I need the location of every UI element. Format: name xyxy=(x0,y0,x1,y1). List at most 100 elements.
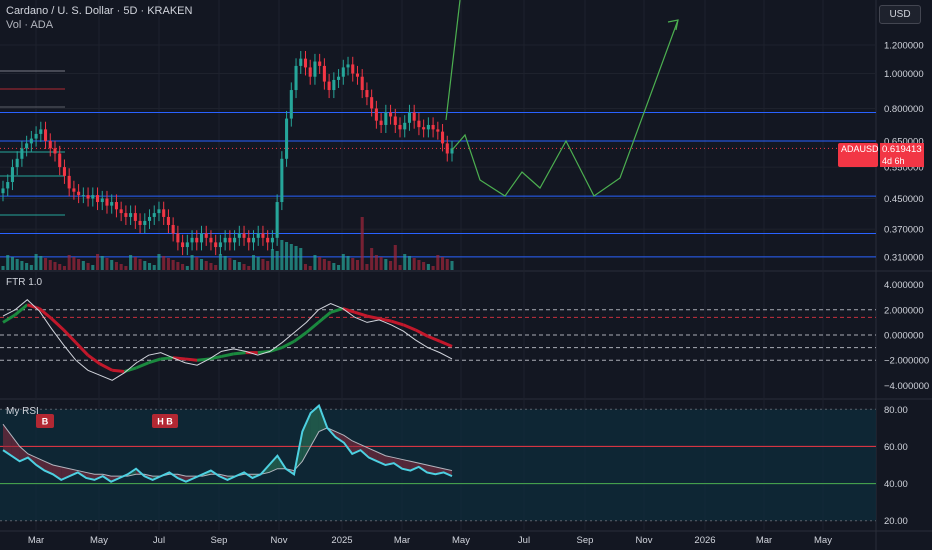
volume-bar xyxy=(119,264,123,270)
volume-bar xyxy=(417,260,421,270)
x-tick-label: Jul xyxy=(153,535,165,546)
volume-bar xyxy=(318,257,322,270)
volume-bar xyxy=(294,246,298,270)
candle-body xyxy=(39,129,43,134)
volume-bar xyxy=(251,255,256,270)
ftr-tick-label: −2.000000 xyxy=(884,356,929,367)
last-price: 0.619413 xyxy=(882,144,922,155)
y-tick-label: 0.450000 xyxy=(884,194,924,205)
volume-bar xyxy=(308,266,312,270)
rsi-fill xyxy=(11,435,20,462)
candle-body xyxy=(233,237,237,243)
candle-body xyxy=(209,237,213,243)
candle-body xyxy=(450,148,454,154)
candle-body xyxy=(185,242,189,248)
candle-body xyxy=(426,124,430,130)
ftr-trigger-segment xyxy=(148,357,162,365)
volume-bar xyxy=(422,262,426,270)
candle-body xyxy=(280,158,284,203)
volume-bar xyxy=(280,240,284,270)
volume-bar xyxy=(299,248,303,270)
candle-body xyxy=(10,167,14,183)
candle-body xyxy=(105,198,109,206)
ftr-trigger-segment xyxy=(233,351,246,356)
volume-bar xyxy=(29,265,33,270)
volume-bar xyxy=(233,260,237,270)
volume-bar xyxy=(86,263,90,270)
volume-bar xyxy=(389,261,393,270)
volume-bar xyxy=(114,262,118,270)
x-tick-label: 2025 xyxy=(331,535,352,546)
x-tick-label: Jul xyxy=(518,535,530,546)
ftr-trigger-segment xyxy=(74,341,90,357)
volume-bar xyxy=(1,266,5,270)
rsi-fill xyxy=(410,461,419,471)
candle-body xyxy=(29,138,33,144)
rsi-background xyxy=(0,408,876,522)
y-axis: 1.200000 1.000000 0.800000 0.650000 0.550000… xyxy=(884,41,929,528)
candle-body xyxy=(370,97,374,109)
candle-body xyxy=(119,209,123,214)
ftr-trigger-segment xyxy=(50,317,65,332)
ftr-trigger-segment xyxy=(160,356,174,361)
candle-body xyxy=(6,182,10,189)
rsi-lines xyxy=(2,403,453,483)
rsi-title: My RSI xyxy=(6,406,39,417)
volume-bar xyxy=(341,254,345,270)
x-tick-label: May xyxy=(90,535,108,546)
volume-bar xyxy=(157,254,161,270)
currency-selector[interactable]: USD xyxy=(879,5,921,24)
ftr-trigger-segment xyxy=(317,311,332,324)
signal-label: B xyxy=(42,417,49,427)
volume-bar xyxy=(384,259,388,270)
x-tick-label: May xyxy=(452,535,470,546)
candle-body xyxy=(285,118,289,159)
rsi-fill xyxy=(52,465,62,480)
symbol-tag xyxy=(838,143,878,167)
candle-body xyxy=(162,209,166,217)
candle-body xyxy=(166,216,170,225)
candle-body xyxy=(129,213,133,217)
volume-bar xyxy=(441,257,445,270)
candle-body xyxy=(86,195,90,199)
y-tick-label: 0.800000 xyxy=(884,104,924,115)
candle-body xyxy=(299,58,303,66)
ftr-trigger-segment xyxy=(354,310,368,318)
rsi-fill xyxy=(393,457,403,469)
candle-body xyxy=(199,233,204,243)
ftr-trigger-segment xyxy=(330,307,344,314)
ftr-trigger-segment xyxy=(112,368,125,374)
volume-bar xyxy=(275,251,279,270)
price-candles xyxy=(1,51,454,256)
volume-bar xyxy=(237,262,241,270)
rsi-ma-line xyxy=(2,423,453,477)
rsi-fill xyxy=(402,459,411,471)
candle-body xyxy=(412,112,416,121)
candle-body xyxy=(242,233,246,238)
volume-bar xyxy=(48,260,52,270)
projection-arrowhead xyxy=(667,19,679,31)
volume-bar xyxy=(445,259,449,270)
candle-body xyxy=(1,188,5,194)
x-tick-label: 2026 xyxy=(694,535,715,546)
candle-body xyxy=(53,148,57,154)
volume-bar xyxy=(133,257,137,270)
volume-bar xyxy=(365,264,369,270)
ftr-trigger-segment xyxy=(366,314,380,321)
candle-body xyxy=(389,112,393,117)
x-axis: Mar May Jul Sep Nov 2025 Mar May Jul Sep Nov 2026 Ma… xyxy=(28,535,832,546)
volume-bar xyxy=(10,257,14,270)
candle-body xyxy=(58,153,62,168)
volume-bar xyxy=(25,263,29,270)
volume-bar xyxy=(176,262,180,270)
x-tick-label: Mar xyxy=(28,535,44,546)
ftr-trigger-segment xyxy=(99,362,113,372)
rsi-line xyxy=(2,403,453,483)
volume-bar xyxy=(166,258,170,270)
candle-body xyxy=(67,175,71,189)
candle-body xyxy=(114,202,118,210)
ftr-lines xyxy=(2,299,453,381)
ftr-trigger-segment xyxy=(26,303,40,310)
candle-body xyxy=(48,140,52,149)
